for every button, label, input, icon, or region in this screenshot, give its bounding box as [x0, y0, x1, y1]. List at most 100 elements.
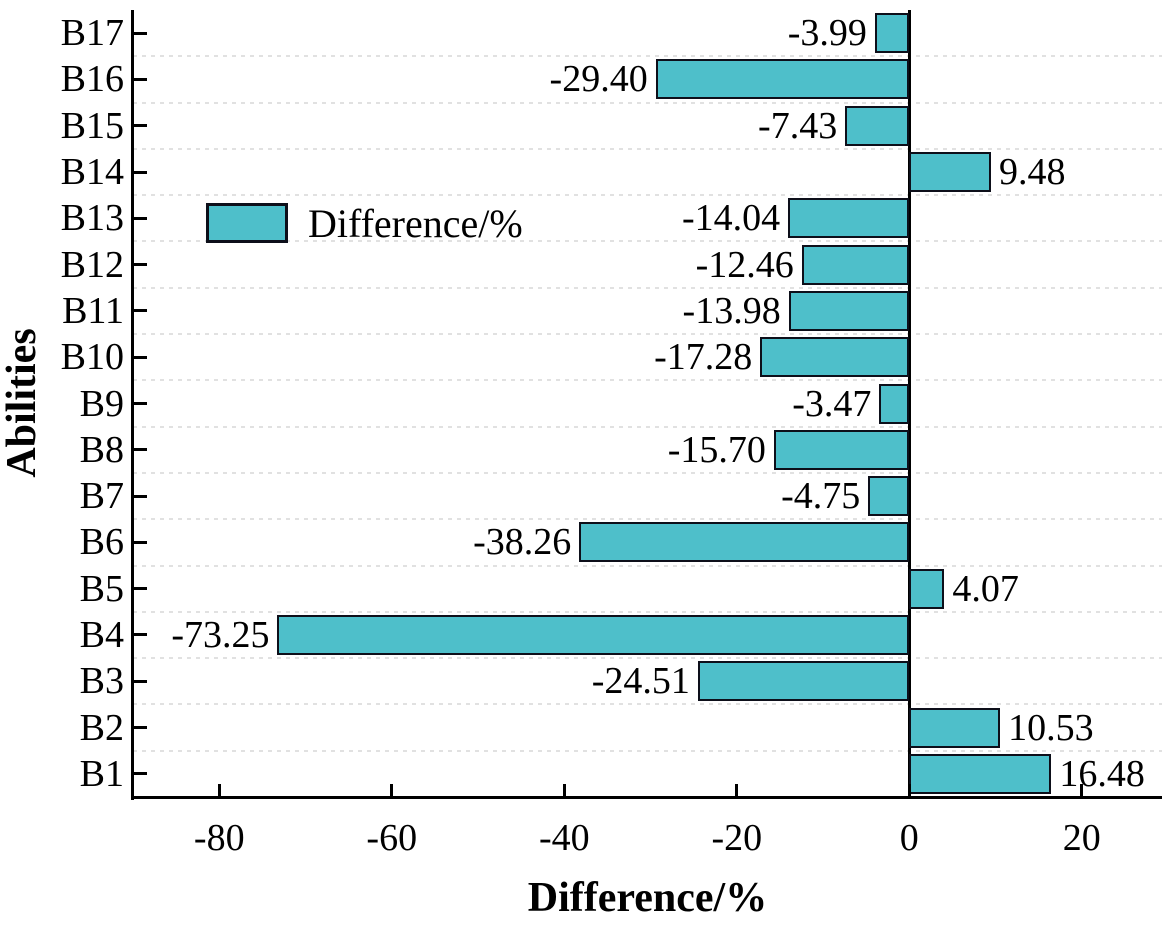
y-tick: [134, 355, 147, 359]
category-label: B3: [79, 660, 124, 703]
bar: [579, 522, 910, 563]
y-tick: [134, 263, 147, 267]
y-tick: [134, 402, 147, 405]
bar-value-label: -73.25: [171, 613, 270, 656]
bar: [874, 13, 910, 54]
gridline: [133, 518, 1162, 521]
y-axis-spine: [130, 10, 134, 800]
bar: [845, 105, 910, 146]
x-tick: [562, 784, 566, 797]
x-tick: [217, 784, 221, 797]
y-tick: [134, 448, 147, 452]
y-tick: [134, 494, 147, 498]
bar: [277, 614, 910, 655]
y-tick: [134, 772, 147, 776]
y-tick: [134, 170, 147, 174]
category-label: B4: [79, 613, 124, 656]
y-tick: [134, 679, 147, 683]
y-tick: [134, 587, 147, 591]
gridline: [133, 703, 1162, 706]
gridline: [133, 147, 1162, 150]
x-tick-label: -60: [366, 817, 418, 859]
bar-value-label: -3.47: [792, 382, 872, 425]
bar-value-label: 10.53: [1008, 706, 1094, 749]
bar-value-label: -13.98: [682, 289, 781, 332]
bar: [909, 152, 992, 193]
category-label: B12: [60, 243, 124, 286]
bar: [788, 198, 910, 239]
y-tick: [134, 31, 147, 35]
zero-baseline: [907, 10, 911, 797]
bar: [655, 59, 910, 100]
bar-value-label: -7.43: [758, 104, 838, 147]
bar-value-label: -4.75: [781, 475, 861, 518]
category-label: B2: [79, 706, 124, 749]
bar-value-label: -15.70: [667, 428, 766, 471]
category-label: B13: [60, 197, 124, 240]
bar-value-label: -12.46: [695, 243, 794, 286]
gridline: [133, 657, 1162, 660]
x-axis-title: Difference/%: [527, 875, 768, 921]
bar-value-label: -38.26: [473, 521, 572, 564]
bar-value-label: -17.28: [654, 336, 753, 379]
x-tick-label: -80: [193, 817, 245, 859]
bar-value-label: 16.48: [1059, 752, 1145, 795]
y-tick: [134, 540, 147, 544]
x-tick-label: -40: [538, 817, 590, 859]
y-tick: [134, 77, 147, 81]
gridline: [133, 425, 1162, 428]
bar: [909, 568, 945, 609]
bar-value-label: -14.04: [682, 197, 781, 240]
gridline: [133, 379, 1162, 382]
x-tick: [390, 784, 394, 797]
gridline: [133, 333, 1162, 336]
bar: [697, 661, 910, 702]
x-axis-spine: [130, 795, 1162, 799]
gridline: [133, 610, 1162, 613]
x-tick-label: -20: [711, 817, 763, 859]
category-label: B5: [79, 567, 124, 610]
category-label: B9: [79, 382, 124, 425]
gridline: [133, 101, 1162, 104]
gridline: [133, 194, 1162, 197]
category-label: B17: [60, 12, 124, 55]
bar: [788, 290, 910, 331]
bar-value-label: 9.48: [999, 151, 1066, 194]
x-tick: [907, 784, 911, 797]
bar: [879, 383, 910, 424]
category-label: B8: [79, 428, 124, 471]
gridline: [133, 471, 1162, 474]
bar: [868, 476, 910, 517]
category-label: B6: [79, 521, 124, 564]
category-label: B15: [60, 104, 124, 147]
bar: [801, 244, 910, 285]
category-label: B14: [60, 151, 124, 194]
legend-swatch: [206, 203, 288, 243]
y-tick: [134, 726, 147, 730]
category-label: B10: [60, 336, 124, 379]
bar: [773, 429, 910, 470]
legend-label: Difference/%: [308, 201, 523, 246]
category-label: B7: [79, 475, 124, 518]
bar: [760, 337, 910, 378]
y-tick: [134, 216, 147, 220]
bar: [909, 707, 1001, 748]
x-tick-label: 0: [899, 817, 919, 859]
y-tick: [134, 124, 147, 128]
gridline: [133, 564, 1162, 567]
category-label: B11: [62, 289, 124, 332]
bar-value-label: -29.40: [549, 58, 648, 101]
bar-value-label: -24.51: [591, 660, 690, 703]
gridline: [133, 286, 1162, 289]
x-tick: [1080, 784, 1084, 797]
y-tick: [134, 633, 147, 637]
category-label: B1: [79, 752, 124, 795]
x-tick-label: 20: [1062, 817, 1101, 859]
bar-value-label: -3.99: [787, 12, 867, 55]
x-tick: [735, 784, 739, 797]
gridline: [133, 55, 1162, 58]
y-tick: [134, 309, 147, 313]
gridline: [133, 240, 1162, 243]
bar-value-label: 4.07: [952, 567, 1019, 610]
